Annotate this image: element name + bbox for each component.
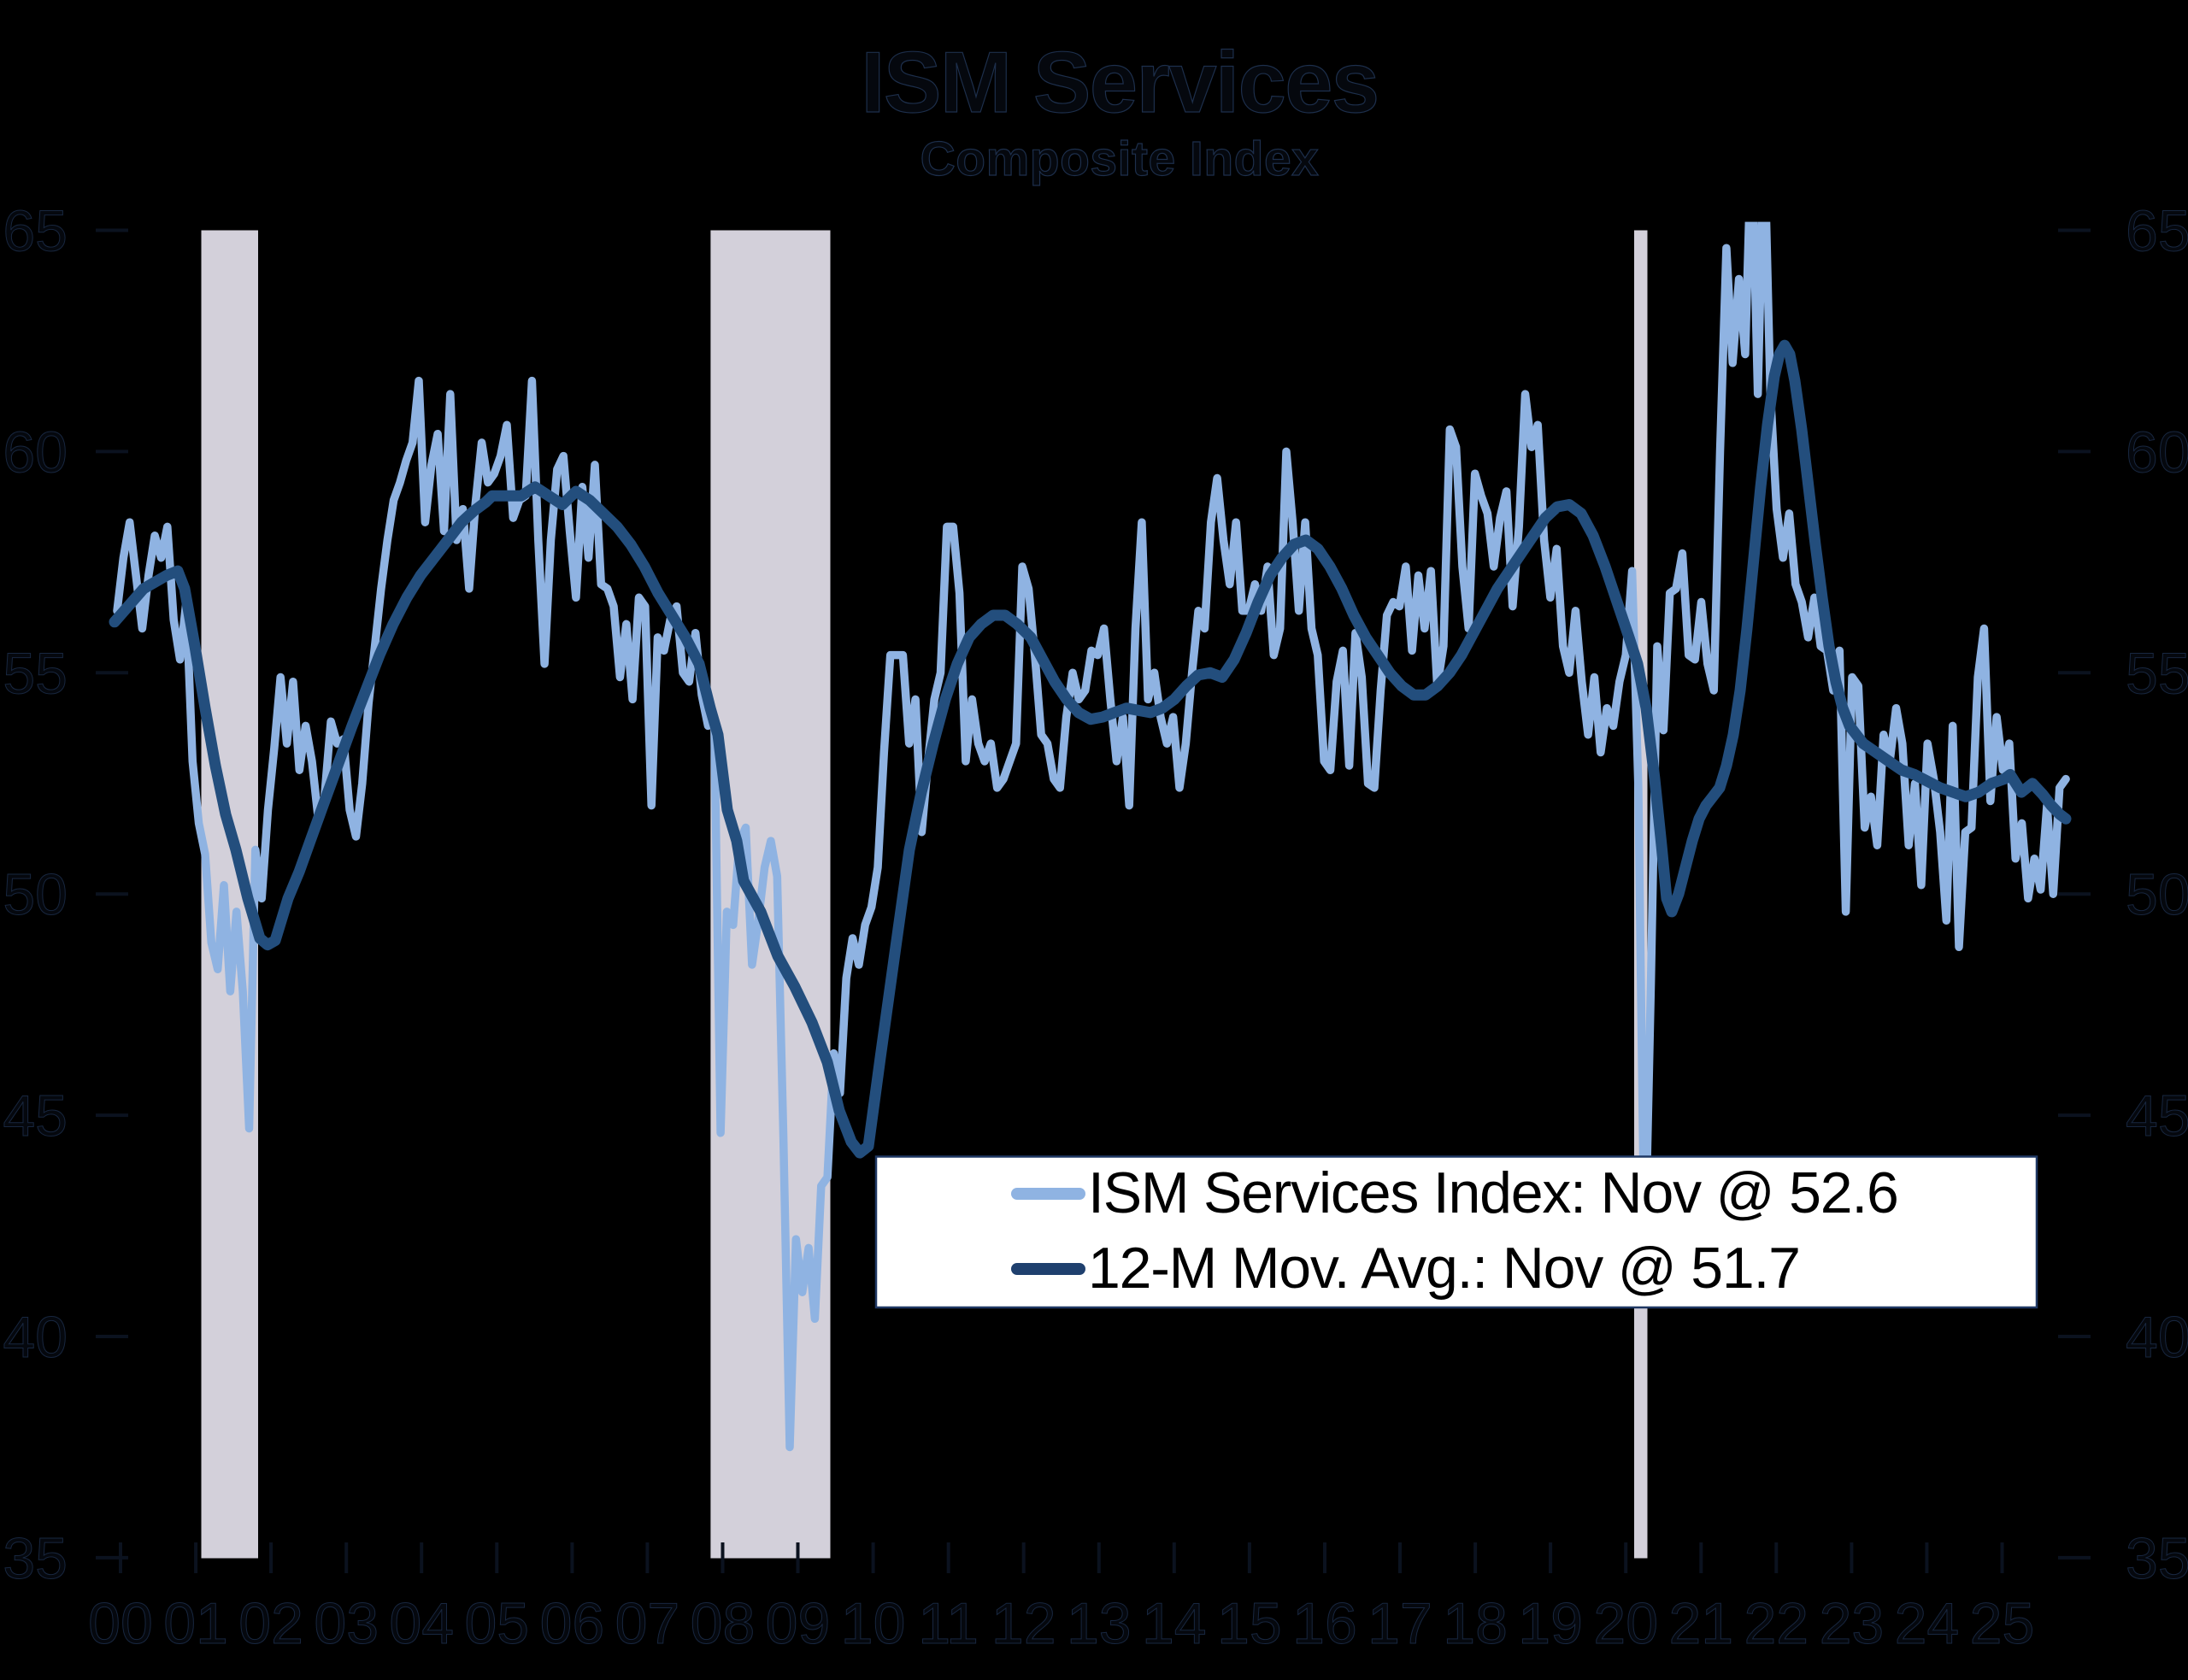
svg-text:05: 05 — [464, 1591, 529, 1656]
svg-text:03: 03 — [314, 1591, 379, 1656]
svg-text:40: 40 — [3, 1305, 68, 1370]
svg-text:00: 00 — [88, 1591, 153, 1656]
svg-text:20: 20 — [1593, 1591, 1658, 1656]
svg-text:ISM Services Index: Nov @ 52.6: ISM Services Index: Nov @ 52.6 — [1088, 1160, 1898, 1225]
svg-text:01: 01 — [163, 1591, 228, 1656]
svg-text:11: 11 — [918, 1591, 979, 1656]
svg-text:25: 25 — [1970, 1591, 2035, 1656]
svg-text:65: 65 — [3, 199, 68, 264]
svg-text:07: 07 — [615, 1591, 680, 1656]
svg-text:09: 09 — [766, 1591, 831, 1656]
svg-text:23: 23 — [1820, 1591, 1885, 1656]
svg-text:21: 21 — [1668, 1591, 1733, 1656]
svg-text:60: 60 — [3, 420, 68, 485]
svg-text:04: 04 — [389, 1591, 454, 1656]
svg-text:50: 50 — [3, 862, 68, 927]
svg-text:15: 15 — [1217, 1591, 1282, 1656]
svg-text:45: 45 — [2126, 1084, 2188, 1148]
svg-text:10: 10 — [841, 1591, 906, 1656]
svg-text:60: 60 — [2126, 420, 2188, 485]
svg-text:40: 40 — [2126, 1305, 2188, 1370]
svg-text:ISM Services: ISM Services — [861, 35, 1378, 131]
svg-text:12: 12 — [991, 1591, 1056, 1656]
svg-text:55: 55 — [2126, 641, 2188, 706]
svg-text:17: 17 — [1368, 1591, 1432, 1656]
svg-text:55: 55 — [3, 641, 68, 706]
svg-text:19: 19 — [1518, 1591, 1583, 1656]
svg-text:08: 08 — [691, 1591, 756, 1656]
svg-text:22: 22 — [1744, 1591, 1809, 1656]
svg-text:35: 35 — [2126, 1526, 2188, 1591]
svg-text:16: 16 — [1292, 1591, 1357, 1656]
svg-text:24: 24 — [1895, 1591, 1960, 1656]
svg-text:35: 35 — [3, 1526, 68, 1591]
svg-text:45: 45 — [3, 1084, 68, 1148]
svg-text:13: 13 — [1067, 1591, 1132, 1656]
svg-text:Composite Index: Composite Index — [920, 132, 1320, 186]
svg-text:06: 06 — [540, 1591, 605, 1656]
svg-text:02: 02 — [238, 1591, 303, 1656]
svg-text:12-M Mov. Avg.: Nov @ 51.7: 12-M Mov. Avg.: Nov @ 51.7 — [1088, 1236, 1800, 1301]
svg-text:14: 14 — [1142, 1591, 1207, 1656]
svg-text:50: 50 — [2126, 862, 2188, 927]
svg-text:65: 65 — [2126, 199, 2188, 264]
svg-text:18: 18 — [1443, 1591, 1508, 1656]
